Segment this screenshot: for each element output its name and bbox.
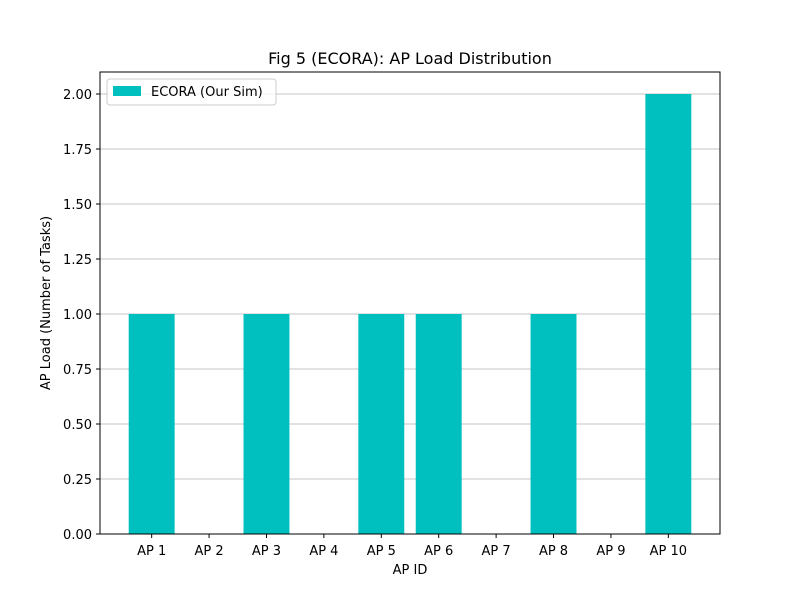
y-tick-label: 2.00 [63, 88, 92, 103]
bar-ap-8 [530, 314, 577, 534]
bar-ap-1 [128, 314, 175, 534]
x-tick-label: AP 10 [650, 544, 687, 559]
y-tick-label: 0.50 [63, 418, 92, 433]
x-tick-label: AP 9 [596, 544, 625, 559]
bar-ap-6 [415, 314, 462, 534]
legend-label: ECORA (Our Sim) [151, 85, 263, 100]
legend: ECORA (Our Sim) [106, 78, 277, 106]
x-tick-label: AP 8 [539, 544, 568, 559]
y-tick-label: 1.00 [63, 308, 92, 323]
y-axis-ticks: 0.00 0.25 0.50 0.75 1.00 1.25 1.50 1.75 2.00 [63, 88, 100, 543]
x-axis-ticks: AP 1 AP 2 AP 3 AP 4 AP 5 AP 6 AP 7 AP 8 AP 9 AP 1… [137, 534, 687, 559]
plot-frame [99, 71, 721, 535]
x-tick-label: AP 2 [195, 544, 224, 559]
x-tick-label: AP 1 [137, 544, 166, 559]
chart-title: Fig 5 (ECORA): AP Load Distribution [268, 49, 552, 68]
legend-frame [106, 78, 277, 106]
x-axis-label: AP ID [393, 563, 428, 578]
y-axis-label: AP Load (Number of Tasks) [39, 216, 54, 390]
x-tick-label: AP 7 [482, 544, 511, 559]
x-tick-label: AP 6 [424, 544, 453, 559]
bar-ap-5 [358, 314, 405, 534]
x-tick-label: AP 3 [252, 544, 281, 559]
bar-ap-10 [645, 94, 692, 534]
y-tick-label: 0.00 [63, 528, 92, 543]
y-tick-label: 1.75 [63, 143, 92, 158]
y-tick-label: 0.25 [63, 473, 92, 488]
bars [128, 94, 692, 534]
legend-swatch [113, 86, 141, 96]
y-tick-label: 0.75 [63, 363, 92, 378]
x-tick-label: AP 5 [367, 544, 396, 559]
x-tick-label: AP 4 [309, 544, 338, 559]
y-tick-label: 1.25 [63, 253, 92, 268]
bar-ap-3 [243, 314, 290, 534]
y-tick-label: 1.50 [63, 198, 92, 213]
